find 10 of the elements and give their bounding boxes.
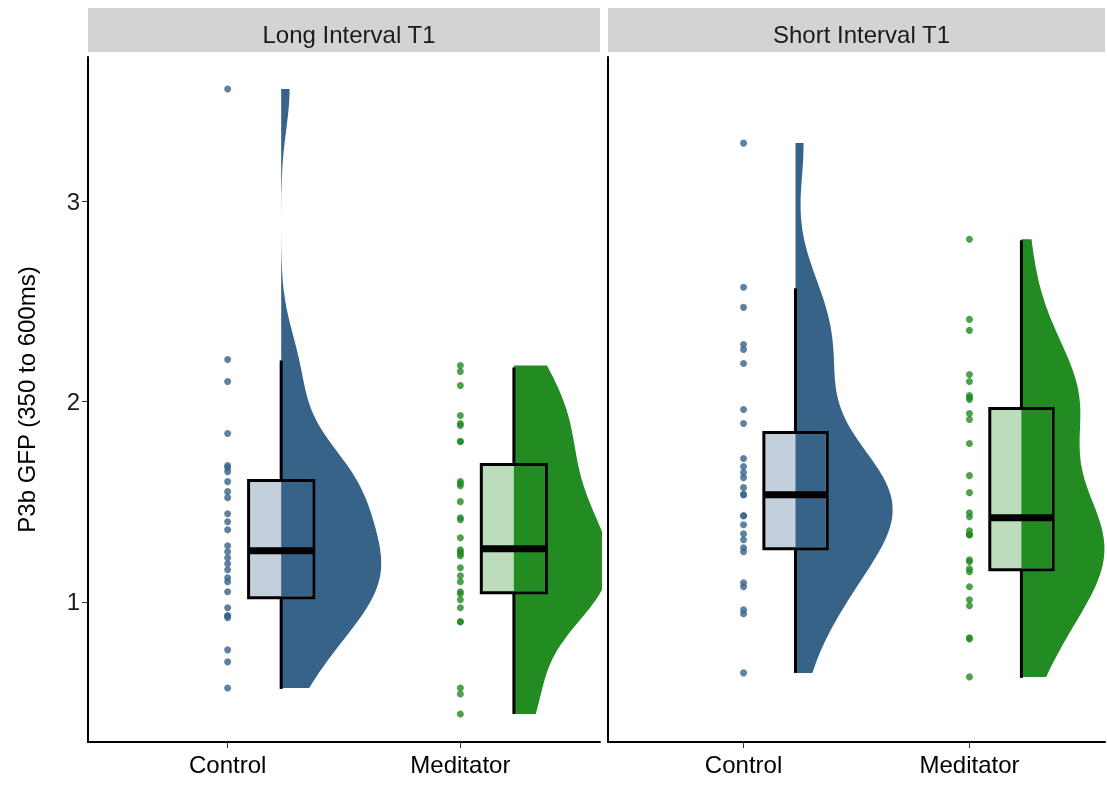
y-axis-title: P3b GFP (350 to 600ms): [12, 266, 40, 533]
x-tick-label: Control: [704, 750, 783, 778]
y-tick-label: 1: [66, 588, 80, 616]
chart-title: Short Interval T1: [773, 20, 950, 48]
y-tick-label: 2: [66, 388, 80, 415]
x-tick-label: Meditator: [919, 750, 1020, 778]
x-tick-label: Control: [188, 750, 267, 778]
chart-title: Long Interval T1: [262, 20, 436, 48]
y-tick-label: 3: [66, 187, 80, 215]
x-tick-label: Meditator: [410, 750, 511, 778]
